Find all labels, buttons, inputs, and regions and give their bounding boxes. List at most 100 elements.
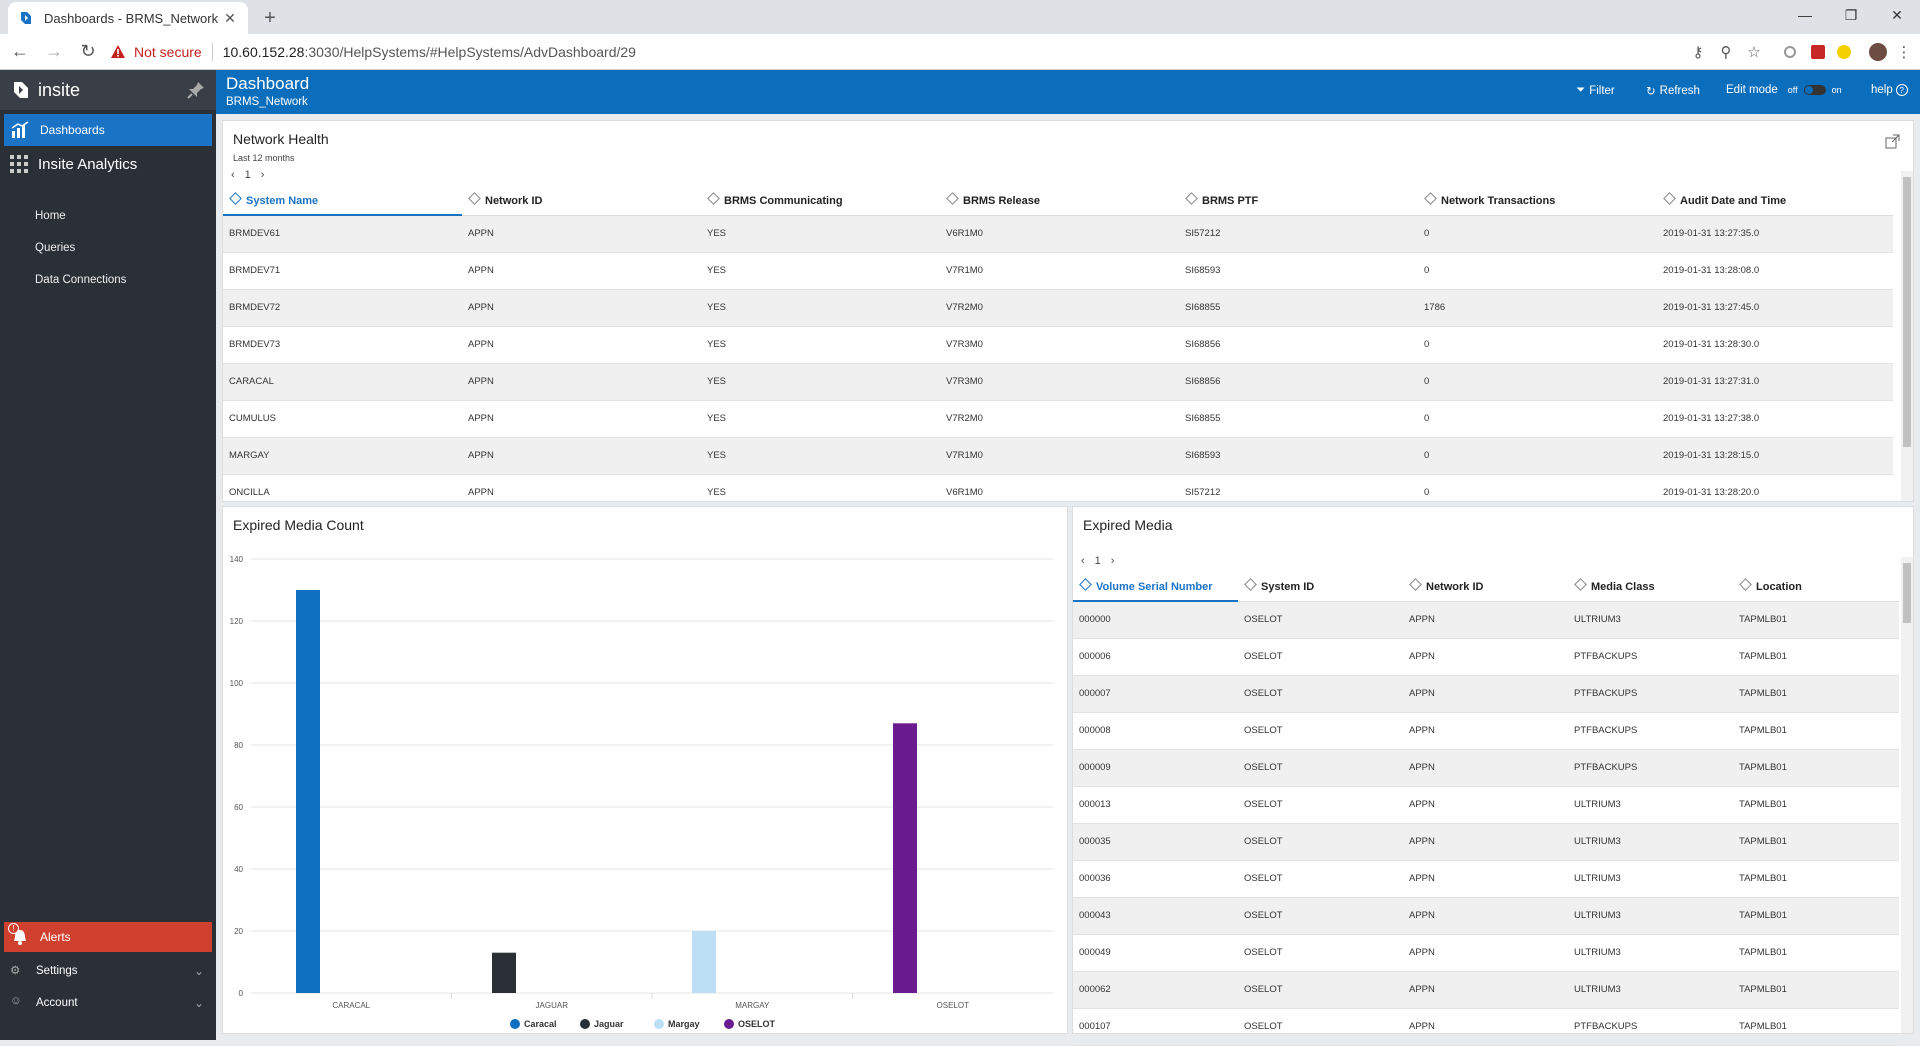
forward-icon[interactable]: → bbox=[40, 38, 68, 66]
close-window-icon[interactable]: ✕ bbox=[1874, 0, 1920, 30]
column-header[interactable]: Volume Serial Number bbox=[1073, 573, 1238, 601]
chevron-down-icon: ⌄ bbox=[194, 964, 204, 978]
refresh-label: Refresh bbox=[1660, 85, 1700, 97]
key-icon[interactable]: ⚷ bbox=[1684, 38, 1712, 66]
sidebar-item-alerts[interactable]: ! Alerts bbox=[4, 922, 212, 952]
column-header[interactable]: Media Class bbox=[1568, 573, 1733, 601]
table-cell: 2019-01-31 13:27:31.0 bbox=[1657, 363, 1893, 400]
sidebar-item-settings[interactable]: ⚙ Settings ⌄ bbox=[0, 955, 216, 987]
browser-menu-icon[interactable]: ⋮ bbox=[1890, 38, 1918, 66]
sidebar-item-home[interactable]: Home bbox=[0, 200, 216, 232]
column-header[interactable]: Location bbox=[1733, 573, 1899, 601]
extension-yellow-icon[interactable] bbox=[1830, 38, 1858, 66]
scrollbar-thumb[interactable] bbox=[1903, 177, 1911, 447]
expand-icon[interactable] bbox=[1885, 133, 1901, 149]
profile-avatar[interactable] bbox=[1864, 38, 1892, 66]
column-header[interactable]: BRMS PTF bbox=[1179, 187, 1418, 215]
table-cell: SI68856 bbox=[1179, 363, 1418, 400]
zoom-icon[interactable]: ⚲ bbox=[1712, 38, 1740, 66]
page-number[interactable]: 1 bbox=[245, 169, 251, 181]
column-header[interactable]: Network Transactions bbox=[1418, 187, 1657, 215]
help-button[interactable]: help? bbox=[1871, 84, 1908, 96]
filter-button[interactable]: ⏷Filter bbox=[1576, 84, 1615, 97]
table-cell: 000036 bbox=[1073, 860, 1238, 897]
extension-circle-icon[interactable] bbox=[1776, 38, 1804, 66]
table-cell: 0 bbox=[1418, 215, 1657, 252]
column-header[interactable]: System ID bbox=[1238, 573, 1403, 601]
sidebar-item-account[interactable]: ☺ Account ⌄ bbox=[0, 987, 216, 1019]
sidebar: insite Dashboards Insite Analytics Home … bbox=[0, 70, 216, 1040]
table-cell: BRMDEV73 bbox=[223, 326, 462, 363]
back-icon[interactable]: ← bbox=[6, 38, 34, 66]
insite-favicon-icon bbox=[18, 10, 34, 26]
url-text[interactable]: 10.60.152.28:3030/HelpSystems/#HelpSyste… bbox=[223, 44, 636, 60]
sidebar-section-insite-analytics[interactable]: Insite Analytics bbox=[0, 146, 216, 182]
table-cell: PTFBACKUPS bbox=[1568, 712, 1733, 749]
browser-tab[interactable]: Dashboards - BRMS_Network ✕ bbox=[8, 2, 248, 34]
legend-label: Caracal bbox=[524, 1019, 557, 1029]
prev-page-icon[interactable]: ‹ bbox=[1081, 555, 1085, 567]
x-tick-label: MARGAY bbox=[735, 1001, 770, 1010]
column-header[interactable]: Network ID bbox=[462, 187, 701, 215]
extension-red-icon[interactable] bbox=[1804, 38, 1832, 66]
sidebar-item-data-connections[interactable]: Data Connections bbox=[0, 264, 216, 296]
apps-grid-icon bbox=[10, 155, 28, 173]
bell-icon: ! bbox=[10, 927, 30, 947]
refresh-button[interactable]: ↻Refresh bbox=[1646, 84, 1700, 98]
restore-icon[interactable]: ❐ bbox=[1828, 0, 1874, 30]
next-page-icon[interactable]: › bbox=[261, 169, 265, 181]
column-header[interactable]: BRMS Communicating bbox=[701, 187, 940, 215]
column-header[interactable]: BRMS Release bbox=[940, 187, 1179, 215]
new-tab-icon[interactable]: + bbox=[258, 6, 282, 30]
legend-marker bbox=[724, 1019, 734, 1029]
column-header[interactable]: System Name bbox=[223, 187, 462, 215]
sidebar-item-label: Account bbox=[36, 997, 78, 1009]
scrollbar-thumb[interactable] bbox=[1903, 563, 1911, 623]
table-cell: ULTRIUM3 bbox=[1568, 823, 1733, 860]
sidebar-item-queries[interactable]: Queries bbox=[0, 232, 216, 264]
next-page-icon[interactable]: › bbox=[1111, 555, 1115, 567]
close-tab-icon[interactable]: ✕ bbox=[222, 10, 238, 26]
reload-icon[interactable]: ↻ bbox=[74, 38, 102, 66]
table-cell: APPN bbox=[462, 326, 701, 363]
security-indicator[interactable]: Not secure bbox=[110, 44, 202, 60]
table-cell: SI68855 bbox=[1179, 400, 1418, 437]
minimize-icon[interactable]: — bbox=[1782, 0, 1828, 30]
table-cell: ULTRIUM3 bbox=[1568, 601, 1733, 638]
vertical-scrollbar[interactable] bbox=[1901, 171, 1913, 501]
omnibox[interactable]: Not secure 10.60.152.28:3030/HelpSystems… bbox=[110, 38, 1720, 66]
sidebar-item-dashboards[interactable]: Dashboards bbox=[4, 114, 212, 146]
bar-oselot bbox=[893, 723, 917, 993]
vertical-scrollbar[interactable] bbox=[1901, 557, 1913, 1033]
page-number[interactable]: 1 bbox=[1095, 555, 1101, 567]
pin-icon[interactable] bbox=[186, 80, 206, 100]
bookmark-star-icon[interactable]: ☆ bbox=[1740, 38, 1768, 66]
prev-page-icon[interactable]: ‹ bbox=[231, 169, 235, 181]
table-cell: APPN bbox=[462, 215, 701, 252]
table-cell: OSELOT bbox=[1238, 638, 1403, 675]
table-cell: BRMDEV72 bbox=[223, 289, 462, 326]
column-header[interactable]: Network ID bbox=[1403, 573, 1568, 601]
column-header[interactable]: Audit Date and Time bbox=[1657, 187, 1893, 215]
